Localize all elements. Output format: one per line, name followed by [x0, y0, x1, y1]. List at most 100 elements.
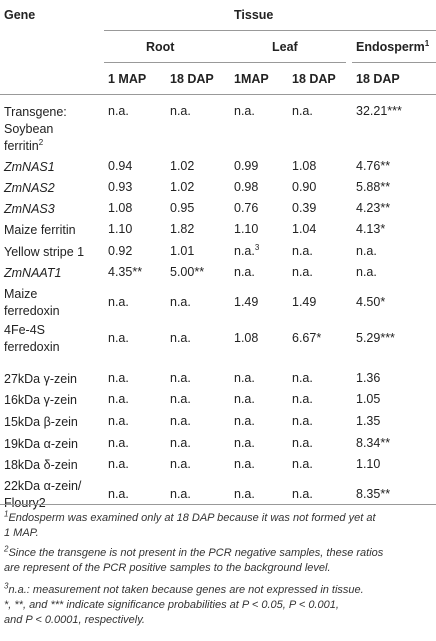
table-cell: 1.08	[292, 159, 317, 173]
table-cell: 1.10	[234, 222, 259, 236]
table-cell: n.a.	[234, 436, 255, 450]
gene-name: Yellow stripe 1	[4, 245, 85, 259]
gene-name: Maize ferredoxin	[4, 287, 60, 318]
footnote: 2Since the transgene is not present in t…	[4, 544, 384, 574]
table-cell: 1.35	[356, 414, 381, 428]
table-cell: n.a.	[170, 295, 191, 309]
table-cell: 32.21***	[356, 104, 402, 118]
table-cell: n.a.	[170, 457, 191, 471]
table-cell: 8.34**	[356, 436, 391, 450]
table-cell: n.a.	[234, 265, 255, 279]
table-cell: n.a.	[292, 371, 313, 385]
table-cell: n.a.	[170, 331, 191, 345]
table-cell: 1.10	[108, 222, 133, 236]
table-cell: n.a.	[170, 104, 191, 118]
table-cell: n.a.	[108, 295, 129, 309]
rule	[0, 504, 436, 505]
rule	[0, 94, 436, 95]
gene-name: 15kDa β-zein	[4, 415, 78, 429]
table-cell: 0.93	[108, 180, 133, 194]
table-cell: 1.01	[170, 244, 195, 258]
col-header: 1 MAP	[108, 72, 147, 86]
table-cell: 4.50*	[356, 295, 386, 309]
col-header: 18 DAP	[356, 72, 400, 86]
table-cell: 6.67*	[292, 331, 322, 345]
gene-name: ZmNAAT1	[4, 266, 62, 280]
table-cell: n.a.	[292, 265, 313, 279]
table-cell: n.a.	[108, 331, 129, 345]
table-cell: 0.98	[234, 180, 259, 194]
table-cell: n.a.	[234, 487, 255, 501]
header-endosperm: Endosperm1	[356, 38, 430, 54]
gene-name: 16kDa γ-zein	[4, 393, 77, 407]
table-cell: 5.88**	[356, 180, 391, 194]
table-cell: 4.76**	[356, 159, 391, 173]
gene-name: 19kDa α-zein	[4, 437, 78, 451]
table-cell: n.a.	[170, 392, 191, 406]
table-cell: n.a.	[292, 414, 313, 428]
table-cell: n.a.	[170, 371, 191, 385]
gene-name: ZmNAS2	[4, 181, 55, 195]
table-cell: n.a.	[108, 392, 129, 406]
rule	[352, 62, 436, 63]
table-cell: 5.00**	[170, 265, 205, 279]
table-cell: 4.13*	[356, 222, 386, 236]
table-cell: n.a.	[234, 104, 255, 118]
table-cell: 1.82	[170, 222, 195, 236]
footnote: 1Endosperm was examined only at 18 DAP b…	[4, 509, 376, 539]
table-cell: 1.02	[170, 180, 195, 194]
gene-name: 27kDa γ-zein	[4, 372, 77, 386]
gene-name: ZmNAS3	[4, 202, 55, 216]
table-cell: 0.39	[292, 201, 317, 215]
table-cell: n.a.	[292, 457, 313, 471]
table-cell: 1.08	[108, 201, 133, 215]
table-cell: n.a.	[292, 436, 313, 450]
table-cell: 1.05	[356, 392, 381, 406]
table-cell: n.a.	[170, 436, 191, 450]
table-cell: 0.94	[108, 159, 133, 173]
table-cell: 1.08	[234, 331, 259, 345]
table-cell: n.a.3	[234, 242, 260, 258]
gene-name: 4Fe-4S ferredoxin	[4, 323, 60, 354]
gene-name: 18kDa δ-zein	[4, 458, 78, 472]
table-cell: n.a.	[108, 371, 129, 385]
table-cell: 0.99	[234, 159, 259, 173]
table-cell: 0.76	[234, 201, 259, 215]
table-cell: n.a.	[234, 371, 255, 385]
table-cell: 1.49	[234, 295, 259, 309]
header-tissue: Tissue	[234, 8, 274, 22]
table-cell: n.a.	[292, 392, 313, 406]
table-cell: n.a.	[234, 392, 255, 406]
table-cell: 1.10	[356, 457, 381, 471]
table-cell: 4.35**	[108, 265, 143, 279]
table-cell: 1.36	[356, 371, 381, 385]
table-cell: 1.04	[292, 222, 317, 236]
table-cell: 1.02	[170, 159, 195, 173]
table-cell: n.a.	[292, 104, 313, 118]
table-cell: 0.95	[170, 201, 195, 215]
table-cell: n.a.	[292, 487, 313, 501]
gene-name: 22kDa α-zein/Floury2	[4, 479, 82, 510]
table-cell: n.a.	[356, 265, 377, 279]
table-cell: 8.35**	[356, 487, 391, 501]
gene-name: Maize ferritin	[4, 223, 76, 237]
col-header: 18 DAP	[170, 72, 214, 86]
footnote: 3n.a.: measurement not taken because gen…	[4, 581, 364, 596]
rule	[104, 30, 436, 31]
footnote: *, **, and *** indicate significance pro…	[4, 599, 339, 626]
table-cell: 5.29***	[356, 331, 395, 345]
header-root: Root	[146, 40, 175, 54]
table-cell: 0.92	[108, 244, 133, 258]
gene-name: Transgene: Soybean ferritin2	[4, 105, 67, 153]
col-header: 1MAP	[234, 72, 269, 86]
header-leaf: Leaf	[272, 40, 298, 54]
rule	[234, 62, 346, 63]
table-cell: n.a.	[108, 414, 129, 428]
table-cell: 4.23**	[356, 201, 391, 215]
table-cell: n.a.	[234, 457, 255, 471]
table-cell: n.a.	[108, 104, 129, 118]
gene-name: ZmNAS1	[4, 160, 55, 174]
table-cell: n.a.	[108, 457, 129, 471]
table-cell: n.a.	[170, 487, 191, 501]
